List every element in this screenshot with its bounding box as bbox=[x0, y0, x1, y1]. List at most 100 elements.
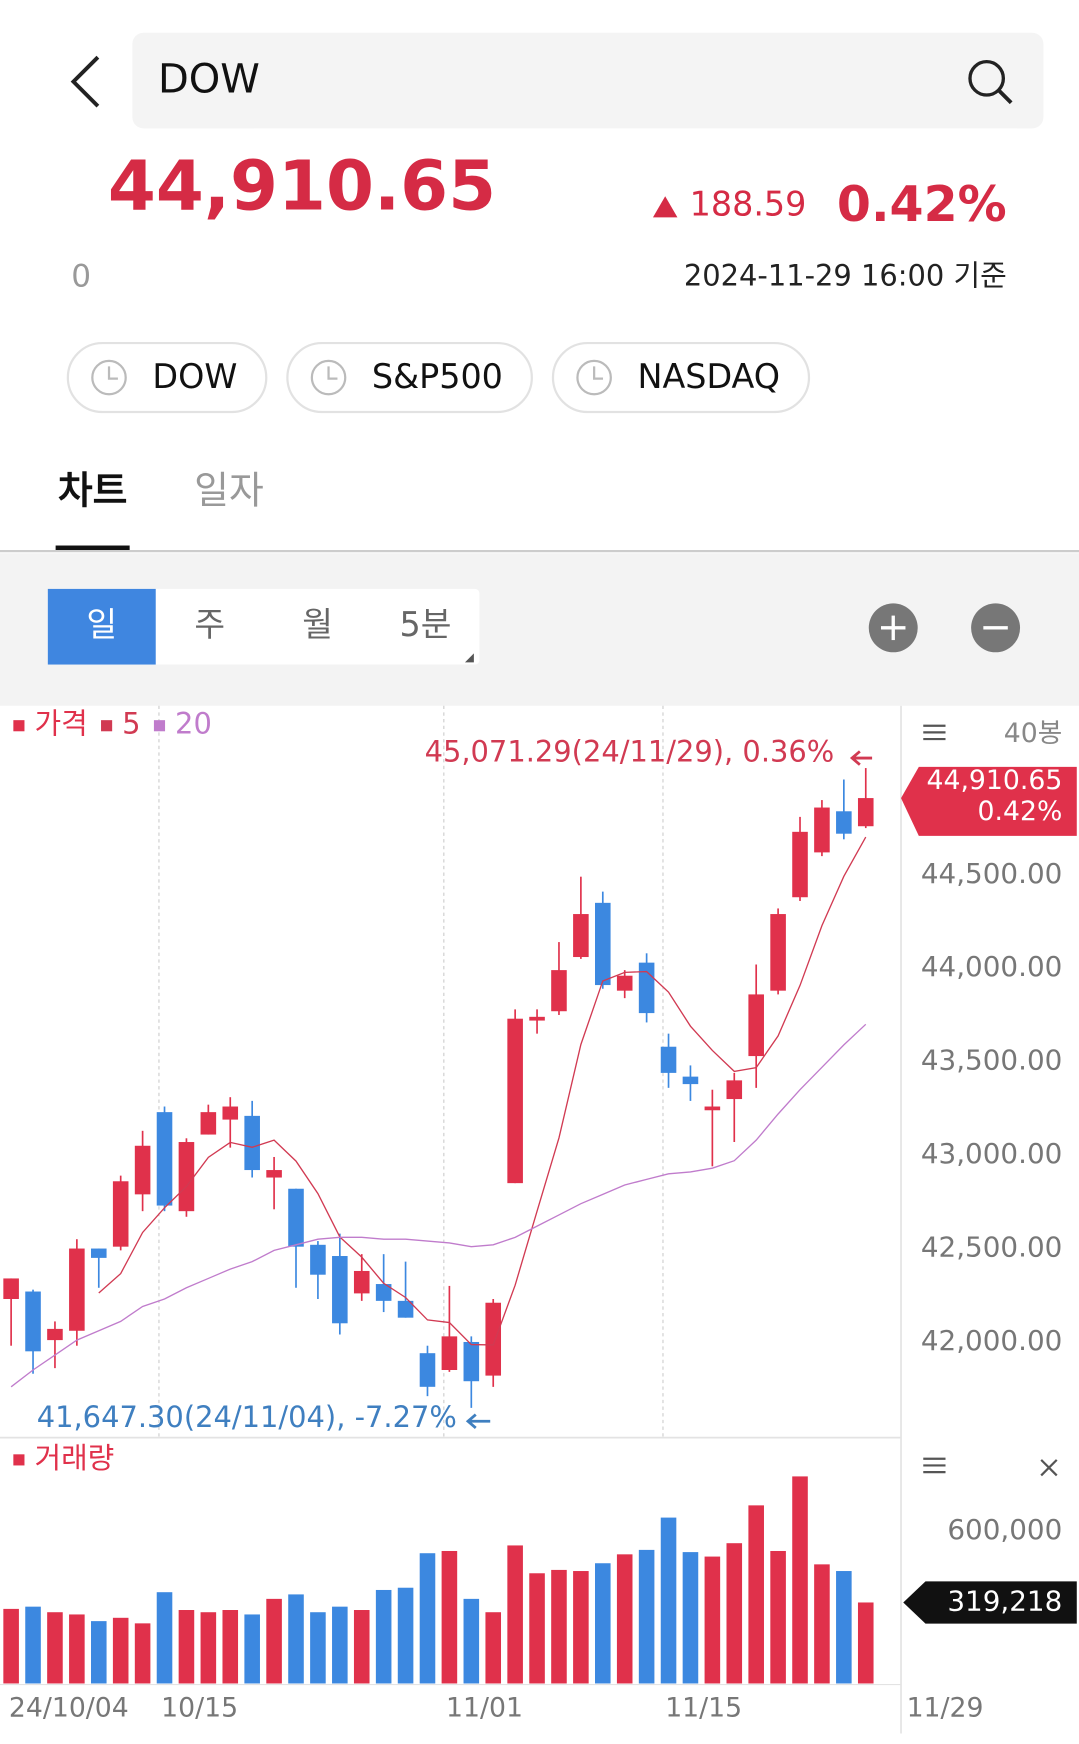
candle-body bbox=[770, 914, 786, 991]
volume-bar bbox=[419, 1553, 436, 1684]
candle-body bbox=[792, 831, 808, 898]
x-tick-label: 10/15 bbox=[161, 1693, 238, 1724]
tabs: 차트 일자 bbox=[55, 469, 264, 552]
legend-label: 가격 bbox=[34, 707, 87, 741]
volume-bar bbox=[507, 1545, 523, 1684]
search-box[interactable] bbox=[132, 32, 1044, 129]
candle-body bbox=[3, 1278, 19, 1299]
candle-body bbox=[25, 1291, 41, 1352]
last-change-label: 0.42% bbox=[978, 796, 1063, 827]
period-button[interactable]: 주 bbox=[194, 605, 225, 644]
candle-body bbox=[244, 1115, 260, 1171]
volume-bar bbox=[485, 1612, 502, 1684]
candle-body bbox=[288, 1188, 304, 1247]
y-tick-label: 43,000.00 bbox=[921, 1137, 1062, 1170]
volume-bar bbox=[375, 1589, 392, 1684]
volume-bar bbox=[397, 1587, 414, 1684]
zoom-out[interactable] bbox=[971, 603, 1021, 653]
low-annotation: 41,647.30(24/11/04), -7.27% bbox=[37, 1400, 457, 1434]
candle-body bbox=[178, 1142, 195, 1212]
volume-bar bbox=[814, 1564, 830, 1684]
period-button[interactable]: 월 bbox=[302, 605, 333, 644]
volume-bar bbox=[682, 1552, 699, 1684]
candle-body bbox=[529, 1016, 545, 1021]
candle-body bbox=[353, 1270, 370, 1294]
y-tick-label: 43,500.00 bbox=[921, 1044, 1062, 1077]
legend-label: 20 bbox=[175, 707, 212, 741]
legend-swatch bbox=[101, 720, 113, 732]
chip-label: NASDAQ bbox=[638, 357, 781, 396]
y-tick-label: 42,500.00 bbox=[921, 1231, 1062, 1264]
candle-body bbox=[222, 1106, 239, 1120]
volume-bar bbox=[332, 1606, 348, 1684]
x-tick-label: 11/01 bbox=[446, 1693, 523, 1724]
last-volume-label: 319,218 bbox=[947, 1584, 1062, 1617]
menu-icon[interactable] bbox=[923, 724, 946, 741]
search-icon[interactable] bbox=[968, 59, 1013, 105]
clock-hands bbox=[593, 366, 604, 380]
volume-bar bbox=[441, 1550, 458, 1684]
high-annotation: 45,071.29(24/11/29), 0.36% bbox=[425, 735, 835, 769]
volume-close[interactable] bbox=[1040, 1459, 1058, 1477]
y-tick-label: 44,000.00 bbox=[921, 950, 1062, 983]
candle-body bbox=[638, 962, 655, 1014]
volume-bar bbox=[638, 1549, 655, 1684]
clock-icon bbox=[91, 359, 127, 396]
index-chip[interactable]: S&P500 bbox=[286, 341, 533, 414]
low-arrow bbox=[465, 1413, 491, 1429]
chip-label: DOW bbox=[152, 357, 237, 396]
volume: 0 bbox=[71, 258, 91, 294]
candle-body bbox=[156, 1112, 173, 1206]
candle-body bbox=[375, 1284, 392, 1301]
tab[interactable]: 차트 bbox=[58, 469, 128, 513]
volume-bar bbox=[704, 1556, 721, 1684]
tab[interactable]: 일자 bbox=[194, 469, 264, 513]
volume-bar bbox=[200, 1612, 217, 1684]
candle-body bbox=[397, 1300, 414, 1318]
zoom-in[interactable] bbox=[868, 603, 918, 653]
period-button[interactable]: 일 bbox=[86, 605, 117, 644]
volume-bar bbox=[47, 1612, 63, 1684]
volume-bar bbox=[244, 1614, 260, 1684]
volume-bar bbox=[573, 1571, 589, 1684]
volume-bar bbox=[112, 1617, 129, 1684]
timestamp: 2024-11-29 16:00 기준 bbox=[684, 258, 1007, 292]
candle-body bbox=[47, 1328, 63, 1341]
candle-body bbox=[748, 994, 764, 1057]
volume-menu-icon[interactable] bbox=[923, 1457, 946, 1474]
clock-icon bbox=[576, 359, 612, 396]
volume-bar bbox=[134, 1623, 151, 1684]
candle-body bbox=[814, 807, 830, 853]
x-tick-label: 11/29 bbox=[907, 1693, 984, 1724]
candle-body bbox=[595, 902, 611, 986]
candle-body bbox=[90, 1248, 107, 1258]
candle-body bbox=[726, 1080, 743, 1100]
volume-bar bbox=[836, 1571, 852, 1684]
candle-body bbox=[857, 798, 874, 827]
candle-body bbox=[463, 1341, 480, 1382]
clock-hands bbox=[107, 366, 118, 380]
period-active bbox=[47, 588, 156, 665]
candle-body bbox=[419, 1353, 436, 1387]
volume-tick-label: 600,000 bbox=[947, 1513, 1062, 1546]
index-chip[interactable]: NASDAQ bbox=[551, 341, 811, 414]
clock-hands bbox=[327, 366, 338, 380]
candle-body bbox=[616, 975, 633, 991]
last-price-tag bbox=[901, 766, 1077, 836]
volume-bar bbox=[69, 1614, 85, 1684]
candle-body bbox=[112, 1181, 129, 1247]
last-price-label: 44,910.65 bbox=[926, 765, 1062, 796]
index-chip[interactable]: DOW bbox=[66, 341, 268, 414]
volume-bar bbox=[595, 1563, 611, 1684]
volume-bar bbox=[178, 1610, 195, 1684]
period-button[interactable]: 5분 bbox=[400, 605, 452, 644]
candle-body bbox=[485, 1302, 502, 1376]
candle-body bbox=[660, 1046, 677, 1073]
chip-bg bbox=[286, 341, 533, 414]
background bbox=[0, 10, 1079, 1734]
clock-icon bbox=[310, 359, 347, 396]
back-button[interactable] bbox=[70, 55, 100, 108]
candle-body bbox=[573, 914, 589, 958]
legend-label: 5 bbox=[122, 707, 140, 741]
